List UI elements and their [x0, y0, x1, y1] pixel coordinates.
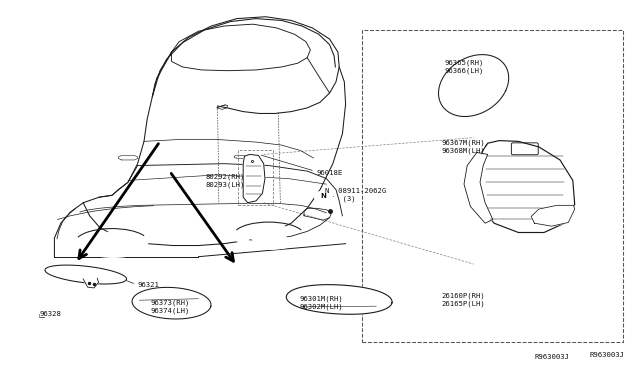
Polygon shape [531, 205, 575, 226]
Ellipse shape [236, 225, 302, 250]
Polygon shape [243, 154, 265, 203]
Circle shape [314, 191, 332, 202]
Bar [362, 30, 623, 342]
Ellipse shape [96, 238, 131, 251]
Text: 80292(RH)
80293(LH): 80292(RH) 80293(LH) [205, 173, 244, 187]
Circle shape [520, 146, 530, 152]
Text: R963003J: R963003J [534, 354, 570, 360]
Text: N  08911-2062G
    (3): N 08911-2062G (3) [325, 188, 387, 202]
FancyBboxPatch shape [511, 143, 538, 155]
Text: N: N [320, 193, 326, 199]
Text: 96328: 96328 [40, 311, 61, 317]
Polygon shape [474, 141, 575, 232]
Polygon shape [83, 278, 99, 288]
Text: 26160P(RH)
26165P(LH): 26160P(RH) 26165P(LH) [442, 292, 485, 307]
Polygon shape [132, 288, 211, 319]
Text: 96367M(RH)
96368M(LH): 96367M(RH) 96368M(LH) [442, 140, 485, 154]
Text: 96373(RH)
96374(LH): 96373(RH) 96374(LH) [150, 300, 190, 314]
Polygon shape [464, 153, 493, 223]
Text: 96301M(RH)
96302M(LH): 96301M(RH) 96302M(LH) [300, 296, 343, 310]
Polygon shape [45, 265, 127, 284]
Ellipse shape [25, 314, 39, 320]
Ellipse shape [79, 232, 148, 257]
Text: 96018E: 96018E [317, 170, 343, 176]
Ellipse shape [28, 315, 36, 318]
Polygon shape [438, 55, 509, 116]
Text: 96321: 96321 [138, 282, 159, 288]
Polygon shape [286, 285, 392, 314]
Text: R963003J: R963003J [589, 352, 624, 358]
Ellipse shape [252, 231, 287, 244]
Text: 96365(RH)
96366(LH): 96365(RH) 96366(LH) [445, 60, 484, 74]
